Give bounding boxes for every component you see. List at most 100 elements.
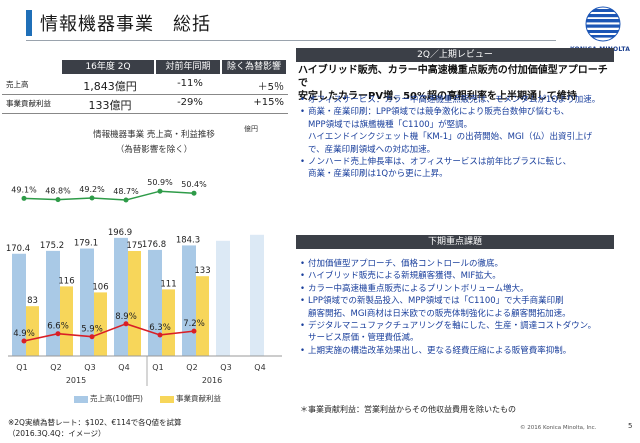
kpi-value: 133億円 [88,99,132,112]
category-label: Q3 [220,363,231,372]
sales-value-label: 179.1 [74,239,98,249]
bullet-line: 商業・産業印刷は1Qから更に上昇。 [308,169,448,180]
bullet-line: MPP領域では旗艦機種「C1100」が堅調。 [308,119,473,130]
bullet-line: 商業・産業印刷：LPP領域では競争激化により販売台数伸び悩むも、 [308,107,570,118]
bullet-item: デジタルマニュファクチュアリングを軸にした、生産・調達コストダウン。サービス原価… [300,320,618,345]
category-label: Q3 [84,363,95,372]
page-number: 5 [628,422,633,430]
page-title: 情報機器事業 総括 [40,14,211,35]
headline-line: ハイブリッド販売、カラー中高速機重点販売の付加価値型アプローチで [298,65,608,89]
gross-margin-label: 49.1% [11,185,37,194]
profit-bar [26,306,39,356]
bullet-item: ノンハード売上伸長率は、オフィスサービスは前年比プラスに転じ、商業・産業印刷は1… [300,156,618,181]
op-margin-label: 5.9% [81,325,103,335]
chart-title: 情報機器事業 売上高・利益推移 [93,130,215,140]
profit-value-label: 133 [194,266,210,276]
kpi-label: 売上高 [6,80,29,89]
bullet-item: カラー中高速機重点販売によるプリントボリューム増大。 [300,283,618,296]
kpi-ex-fx: ＋5％ [257,82,284,93]
review-bullets: オフィスサービス：カラー中高速機重点販売は、モメンタムが1Qより加速。商業・産業… [300,94,618,181]
priorities-heading: 下期重点課題 [296,235,614,249]
kpi-yoy: -29% [177,97,203,108]
gross-margin-label: 48.7% [113,187,139,196]
bullet-line: 上期実施の構造改革効果出し、更なる経費圧縮による販管費率抑制。 [308,345,572,356]
op-margin-point [55,331,61,337]
profit-bar [60,286,73,356]
op-margin-label: 6.6% [47,322,69,332]
copyright: © 2016 Konica Minolta, Inc. [520,425,597,431]
op-margin-label: 7.2% [183,319,205,329]
category-label: Q4 [118,363,129,372]
sales-bar [80,248,94,356]
op-margin-point [123,321,129,327]
legend-swatch-profit [160,395,174,403]
sales-bar [182,245,196,356]
profit-value-label: 106 [92,282,108,292]
kpi-header-ex-fx: 除く為替影響 [222,60,286,74]
profit-bar [162,289,175,356]
sales-value-label: 170.4 [6,244,30,254]
gross-margin-point [123,197,129,203]
bullet-line: サービス原価・管理費低減。 [308,333,419,344]
bullet-item: 付加価値型アプローチ、価格コントロールの徹底。 [300,258,618,271]
bullet-line: で、産業印刷領域への対応加速。 [308,144,436,155]
title-divider [26,40,556,41]
sales-value-label: 196.9 [108,228,132,238]
year-label: 2015 [66,376,86,385]
gross-margin-label: 50.9% [147,178,173,187]
kpi-header-yoy: 対前年同期 [156,60,220,74]
gross-margin-point [191,190,197,196]
bullet-item: ハイブリッド販売による新規顧客獲得、MIF拡大。 [300,270,618,283]
review-heading: 2Q／上期レビュー [296,48,614,62]
title-accent-bar [26,10,32,36]
gross-margin-point [21,195,27,201]
op-margin-point [157,332,163,338]
sales-value-label: 176.8 [142,240,166,250]
op-margin-line [23,322,195,342]
profit-value-label: 83 [27,296,38,306]
bullet-item: 商業・産業印刷：LPP領域では競争激化により販売台数伸び悩むも、MPP領域では旗… [300,106,618,156]
legend-label-sales: 売上高(10億円) [90,394,143,403]
bullet-line: ノンハード売上伸長率は、オフィスサービスは前年比プラスに転じ、 [308,157,572,168]
gross-margin-label: 49.2% [79,185,105,194]
gross-margin-label: 50.4% [181,180,207,189]
kpi-ex-fx: +15% [253,97,284,108]
gross-margin-line [23,190,195,201]
sales-bar [148,249,162,356]
forecast-bar [216,240,230,356]
kpi-yoy: -11% [177,78,203,89]
gross-margin-point [157,188,163,194]
sales-bar [114,237,128,356]
footnote-line: （2016.3Q.4Q：イメージ） [8,429,106,438]
profit-value-label: 116 [58,276,74,286]
bullet-line: 付加価値型アプローチ、価格コントロールの徹底。 [308,259,503,269]
legend-label-profit: 事業貢献利益 [176,394,221,403]
legend-sales: 売上高(10億円) [74,393,143,404]
sales-profit-chart: 170.4 175.2 179.1 196.9 176.8 184.3 83 116 106 17… [6,178,282,386]
category-label: Q2 [50,363,61,372]
op-margin-label: 4.9% [13,329,35,339]
year-label: 2016 [202,376,222,385]
kpi-value: 1,843億円 [83,80,137,93]
bullet-line: デジタルマニュファクチュアリングを軸にした、生産・調達コストダウン。 [308,321,597,332]
kpi-label: 事業貢献利益 [6,99,51,108]
sales-value-label: 184.3 [176,235,200,245]
bullet-line: LPP領域での新製品投入、MPP領域では「C1100」で大手商業印刷 [308,296,564,307]
op-margin-point [21,338,27,344]
forecast-bar [250,234,264,356]
kpi-row-divider [2,94,288,95]
bullet-line: ハイエンドインクジェット機「KM-1」の出荷開始、MGI（仏）出資引上げ [308,132,593,143]
bullet-line: 顧客開拓、MGI商材は日米欧での販売体制強化による顧客開拓加速。 [308,308,571,319]
bullet-item: LPP領域での新製品投入、MPP領域では「C1100」で大手商業印刷顧客開拓、M… [300,295,618,320]
category-label: Q1 [16,363,27,372]
profit-value-label: 175 [126,241,142,251]
sales-bar [46,250,60,356]
profit-bar [94,292,107,356]
profit-value-label: 111 [160,279,176,289]
footnote: ※2Q実績為替レート：$102、€114で各Q値を試算 （2016.3Q.4Q：… [8,417,182,439]
bullet-line: カラー中高速機重点販売によるプリントボリューム増大。 [308,283,529,294]
kpi-row-sales: 売上高 1,843億円 -11% ＋5％ [2,76,288,94]
gross-margin-point [89,195,95,201]
sales-bar [12,253,26,356]
footnote-line: ※2Q実績為替レート：$102、€114で各Q値を試算 [8,418,182,427]
